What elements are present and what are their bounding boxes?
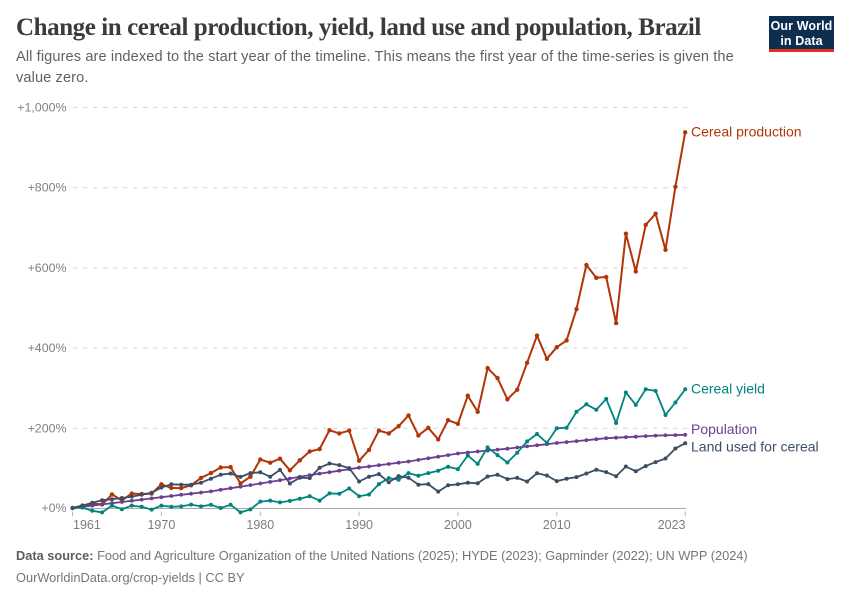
svg-text:Cereal production: Cereal production: [691, 124, 802, 140]
svg-text:2023: 2023: [658, 518, 686, 532]
svg-text:Cereal yield: Cereal yield: [691, 381, 765, 397]
svg-text:+400%: +400%: [28, 341, 67, 355]
svg-text:+600%: +600%: [28, 261, 67, 275]
svg-text:1980: 1980: [246, 518, 274, 532]
svg-text:Land used for cereal: Land used for cereal: [691, 439, 819, 455]
svg-text:1961: 1961: [73, 518, 101, 532]
svg-text:+200%: +200%: [28, 421, 67, 435]
svg-text:Population: Population: [691, 421, 757, 437]
svg-text:+1,000%: +1,000%: [17, 101, 66, 115]
svg-text:1970: 1970: [147, 518, 175, 532]
svg-text:1990: 1990: [345, 518, 373, 532]
svg-text:2000: 2000: [444, 518, 472, 532]
svg-text:+800%: +800%: [28, 181, 67, 195]
svg-text:+0%: +0%: [41, 501, 66, 515]
svg-text:2010: 2010: [543, 518, 571, 532]
